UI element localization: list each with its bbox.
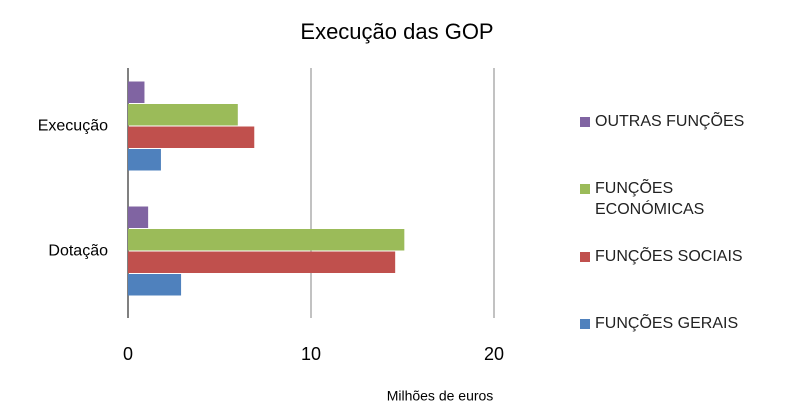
legend-label: FUNÇÕES SOCIAIS — [595, 248, 743, 265]
legend-swatch — [580, 184, 590, 194]
y-tick-label: Execução — [38, 118, 108, 135]
y-tick-label: Dotação — [48, 243, 108, 260]
legend-label: OUTRAS FUNÇÕES — [595, 113, 745, 130]
legend-item: FUNÇÕES SOCIAIS — [580, 248, 780, 267]
bar — [128, 251, 396, 273]
bar — [128, 206, 149, 228]
legend-swatch — [580, 252, 590, 262]
legend-label: FUNÇÕES ECONÓMICAS — [595, 180, 705, 218]
x-axis-label: Milhões de euros — [387, 388, 494, 403]
bar — [128, 104, 238, 126]
chart-title: Execução das GOP — [300, 19, 493, 44]
x-tick-label: 0 — [123, 344, 133, 364]
legend-item: OUTRAS FUNÇÕES — [580, 113, 780, 132]
bar — [128, 274, 182, 296]
legend-label: FUNÇÕES GERAIS — [595, 315, 739, 332]
bar — [128, 126, 255, 148]
legend-item: FUNÇÕES ECONÓMICAS — [580, 180, 780, 220]
bar — [128, 81, 145, 103]
legend-swatch — [580, 319, 590, 329]
x-tick-label: 20 — [484, 344, 504, 364]
x-tick-label: 10 — [301, 344, 321, 364]
bar — [128, 149, 161, 171]
legend-swatch — [580, 117, 590, 127]
legend-item: FUNÇÕES GERAIS — [580, 315, 780, 334]
bar — [128, 229, 405, 251]
